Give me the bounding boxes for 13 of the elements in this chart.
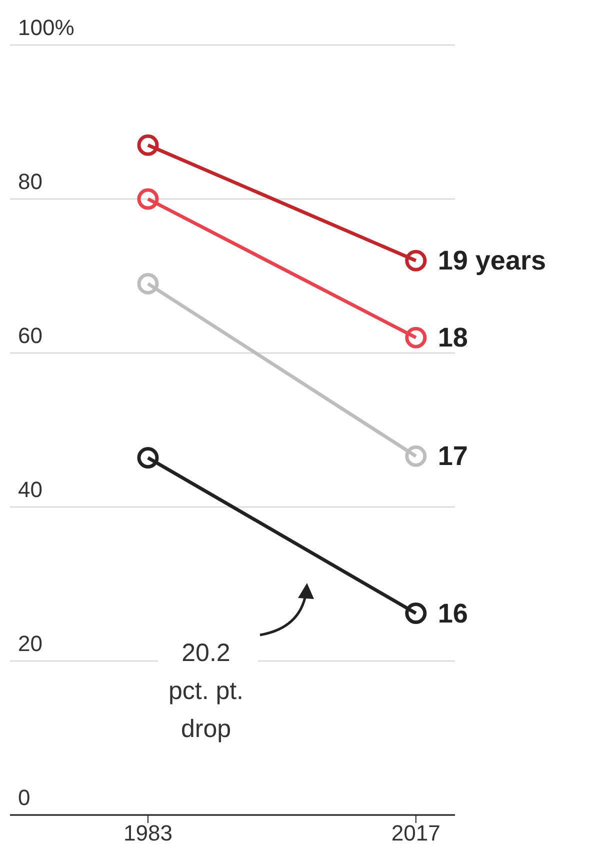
y-tick-label: 20	[18, 631, 42, 656]
series-label: 16	[438, 598, 468, 628]
x-tick-label: 2017	[391, 820, 440, 846]
series-label: 17	[438, 441, 468, 472]
y-tick-label: 80	[18, 169, 42, 194]
series-label: 19 years	[438, 246, 546, 276]
y-tick-label: 100%	[18, 15, 74, 40]
y-tick-label: 60	[18, 323, 42, 348]
annotation: 20.2 pct. pt. drop	[168, 639, 244, 743]
y-tick-label: 40	[18, 477, 42, 502]
series-label: 18	[438, 322, 468, 353]
x-tick-label: 1983	[124, 820, 172, 846]
y-tick-label: 0	[18, 785, 30, 810]
